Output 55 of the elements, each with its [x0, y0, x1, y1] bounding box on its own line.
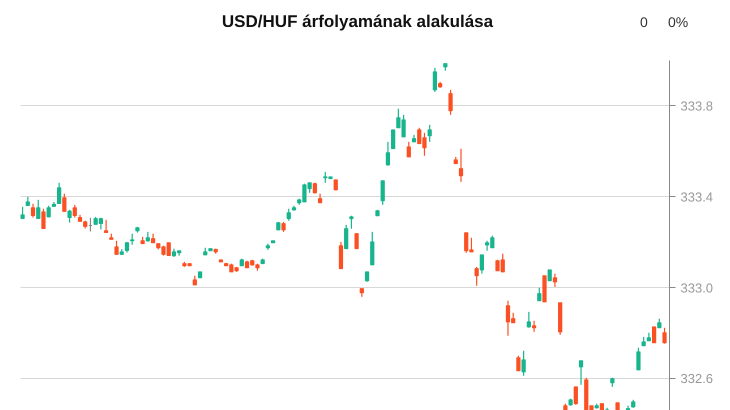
candlestick: [349, 215, 354, 230]
candlestick: [130, 233, 134, 246]
candlestick: [20, 206, 25, 220]
candlestick: [114, 240, 119, 255]
candlestick: [652, 326, 656, 344]
candlestick: [67, 209, 72, 224]
candlestick: [386, 141, 390, 166]
candlestick: [474, 266, 479, 286]
candlestick: [318, 193, 322, 204]
candlestick: [364, 271, 370, 282]
candlestick: [286, 208, 291, 222]
y-tick-label: 333.0: [680, 280, 714, 296]
y-tick-label: 332.6: [680, 371, 714, 386]
candlestick: [104, 219, 108, 234]
candlestick: [406, 141, 411, 158]
candlestick: [380, 180, 385, 206]
candlestick: [532, 320, 536, 332]
candlestick: [428, 124, 432, 142]
candlestick: [36, 199, 40, 220]
candlestick: [526, 311, 531, 328]
candlestick: [662, 327, 667, 344]
candlestick: [57, 182, 62, 204]
candlestick: [334, 179, 338, 190]
candlestick: [354, 233, 359, 250]
candlestick: [548, 269, 552, 282]
candlestick: [344, 224, 348, 250]
candlestick: [370, 231, 374, 266]
candlestick: [552, 273, 558, 288]
candlestick: [391, 129, 396, 150]
candlestick: [62, 193, 66, 212]
candlestick: [480, 254, 484, 274]
candlestick: [537, 287, 542, 302]
candlestick: [657, 318, 662, 328]
candlestick: [574, 386, 578, 406]
candlestick: [338, 241, 344, 270]
candlestick: [516, 355, 521, 372]
candlestick: [30, 203, 36, 218]
candlestick: [522, 350, 526, 376]
text: 0%: [668, 13, 688, 32]
text: 0: [640, 13, 648, 32]
chart-title: USD/HUF árfolyamának alakulása: [222, 12, 494, 31]
y-tick-label: 333.4: [680, 189, 714, 204]
candlestick: [578, 360, 584, 386]
candlestick: [281, 221, 286, 232]
candlestick: [124, 241, 130, 254]
y-tick-label: 333.8: [680, 98, 714, 114]
candlestick: [432, 67, 438, 92]
candlestick: [72, 204, 77, 218]
candlestick: [636, 347, 641, 370]
candlestick: [458, 148, 464, 182]
candlestick: [150, 233, 156, 244]
candlestick: [41, 208, 46, 230]
candlestick: [192, 275, 197, 286]
candlestick: [448, 89, 453, 116]
candlestick: [146, 231, 150, 242]
